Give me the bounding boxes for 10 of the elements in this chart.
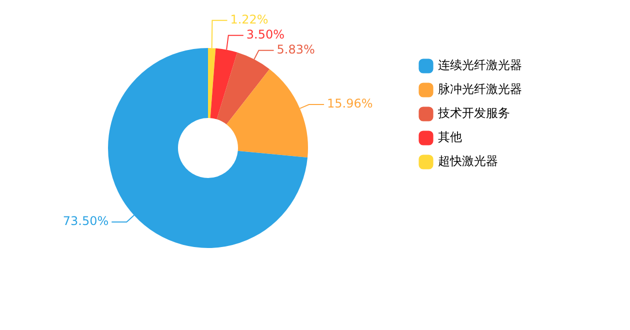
data-label: 1.22% [230,12,268,27]
data-label: 3.50% [246,28,285,42]
data-label: 73.50% [62,214,109,228]
legend-label: 连续光纤激光器 [438,58,522,72]
legend-label: 其他 [438,130,462,144]
legend-label: 脉冲光纤激光器 [438,82,522,96]
data-label: 15.96% [327,96,373,111]
legend-label: 超快激光器 [438,154,498,168]
legend-label: 技术开发服务 [437,106,510,120]
data-label: 5.83% [276,42,315,57]
